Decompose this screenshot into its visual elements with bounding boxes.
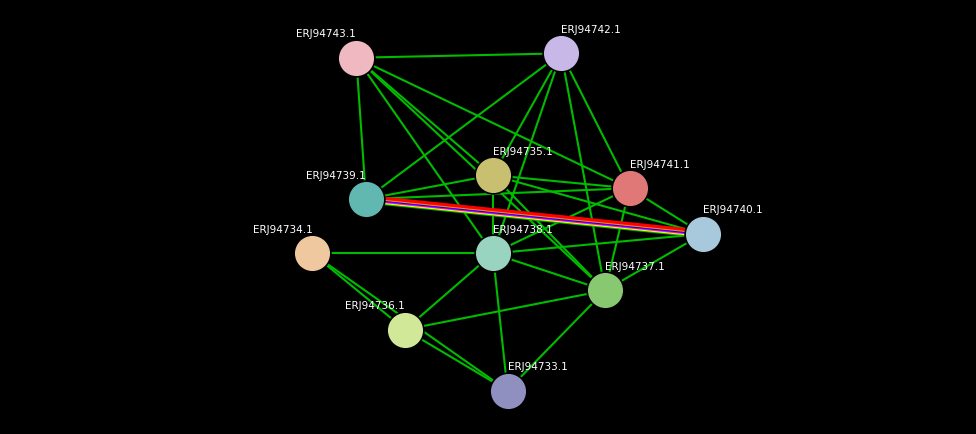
Point xyxy=(695,231,711,238)
Text: ERJ94741.1: ERJ94741.1 xyxy=(630,159,689,169)
Text: ERJ94737.1: ERJ94737.1 xyxy=(605,261,665,271)
Text: ERJ94742.1: ERJ94742.1 xyxy=(561,25,621,35)
Point xyxy=(485,172,501,179)
Text: ERJ94733.1: ERJ94733.1 xyxy=(508,361,567,371)
Point xyxy=(397,326,413,333)
Point xyxy=(485,250,501,257)
Point xyxy=(553,51,569,58)
Point xyxy=(597,287,613,294)
Text: ERJ94743.1: ERJ94743.1 xyxy=(297,29,356,39)
Point xyxy=(622,185,637,192)
Text: ERJ94735.1: ERJ94735.1 xyxy=(493,146,552,156)
Text: ERJ94738.1: ERJ94738.1 xyxy=(493,224,552,234)
Text: ERJ94734.1: ERJ94734.1 xyxy=(253,224,312,234)
Text: ERJ94739.1: ERJ94739.1 xyxy=(306,170,366,180)
Point xyxy=(500,387,515,394)
Point xyxy=(348,55,364,62)
Text: ERJ94740.1: ERJ94740.1 xyxy=(703,205,762,215)
Point xyxy=(305,250,320,257)
Text: ERJ94736.1: ERJ94736.1 xyxy=(346,300,405,310)
Point xyxy=(358,196,374,203)
